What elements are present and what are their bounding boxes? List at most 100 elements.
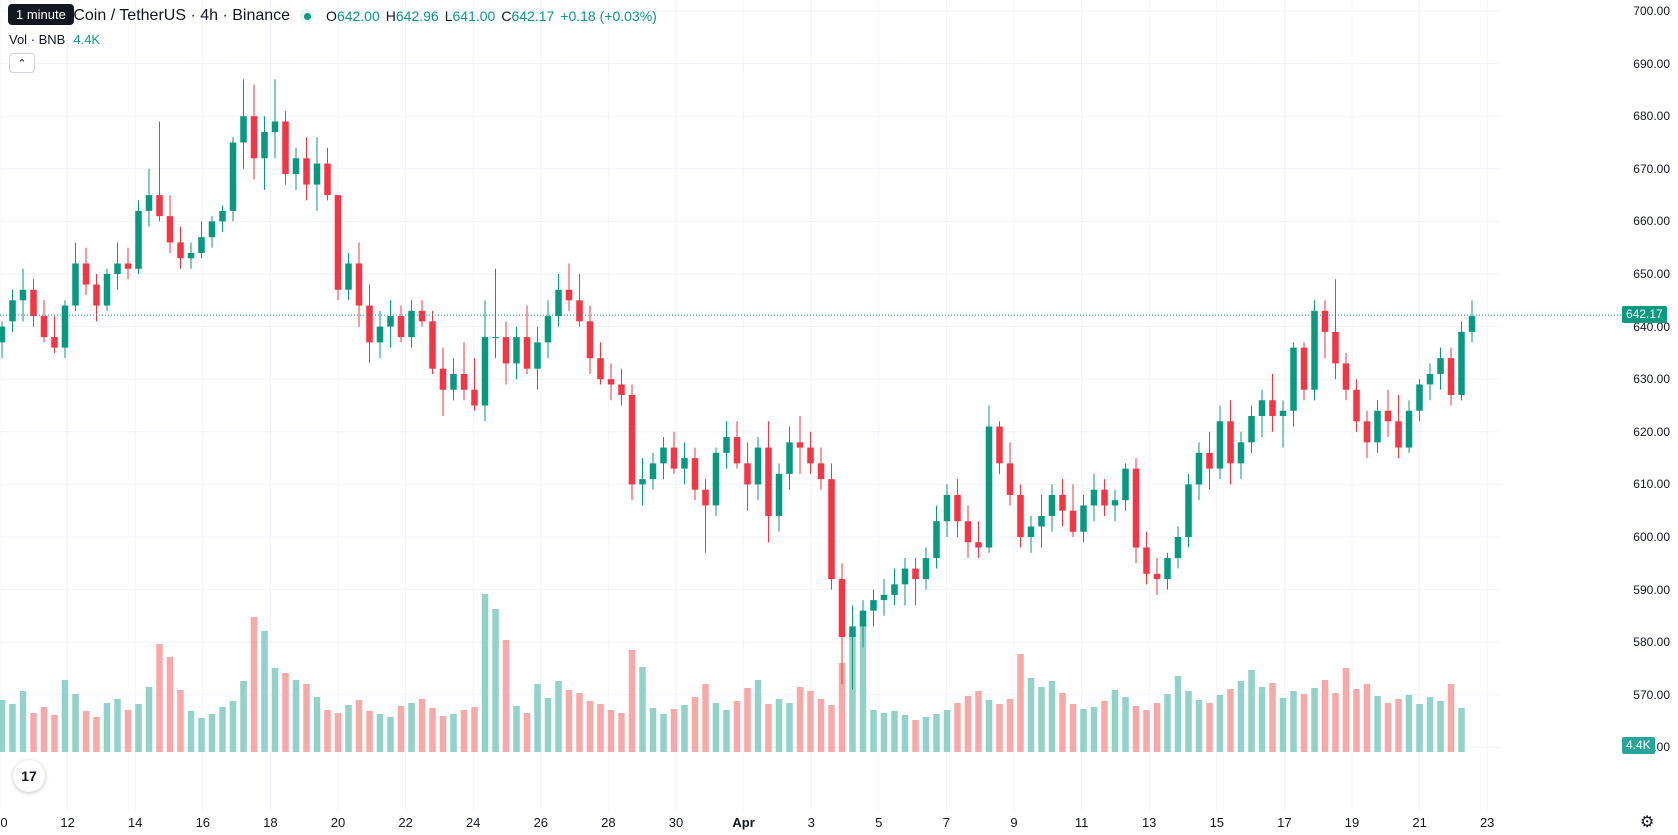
market-status-icon [300,9,315,23]
close-value: 642.17 [511,8,555,24]
tradingview-logo-icon[interactable]: 17 [13,760,45,792]
candle-up [681,458,688,469]
candle-up [1080,505,1087,532]
candle-up [229,142,237,211]
volume-bar [292,680,300,752]
volume-bar [607,710,615,752]
volume-bar [1027,678,1035,752]
volume-bar [1300,694,1308,752]
candle-down [1363,421,1371,443]
volume-bar [1363,684,1371,752]
volume-bar [565,690,573,752]
collapse-legend-button[interactable]: ⌃ [9,53,35,73]
candle-up [786,442,793,474]
volume-bar [166,657,174,752]
candle-down [1069,510,1077,532]
candle-down [366,305,373,343]
time-axis-label: 11 [1074,815,1089,830]
time-axis-label: 5 [875,815,883,830]
volume-label[interactable]: Vol · BNB [9,32,66,47]
candle-down [817,463,825,480]
candle-up [292,158,300,175]
volume-value: 4.4K [73,32,101,47]
candle-up [555,289,562,317]
volume-bar [1447,684,1455,752]
volume-bar [576,693,583,752]
open-value: 642.00 [336,8,380,24]
candle-down [1143,547,1150,574]
volume-bar [1269,683,1276,752]
time-axis-label: 13 [1141,815,1157,830]
volume-bar [723,710,730,752]
time-axis-label: 17 [1277,815,1292,830]
candle-up [313,163,321,185]
price-axis-label: 620.00 [1633,424,1670,439]
volume-bar [408,703,415,752]
candle-down [828,479,835,580]
candle-down [1269,400,1276,417]
last-price-tag: 642.17 [1622,306,1667,324]
candle-up [943,494,951,522]
volume-bar [534,684,541,752]
volume-bar [261,631,268,752]
candle-down [324,163,331,196]
candle-up [1248,416,1255,443]
candle-down [471,389,478,406]
candle-down [1017,494,1024,537]
volume-bar [1122,697,1129,752]
settings-gear-icon[interactable]: ⚙ [1640,814,1655,831]
volume-bar [1164,694,1171,752]
price-axis-label: 580.00 [1633,635,1670,650]
candle-up [1048,494,1056,516]
price-axis-label: 630.00 [1633,372,1670,387]
volume-bar [1111,690,1119,752]
volume-bar [817,699,825,752]
symbol-title[interactable]: e Coin / TetherUS · 4h · Binance [60,7,291,24]
volume-bar [1185,691,1192,752]
volume-bar [376,714,384,752]
time-axis-label: 28 [601,815,616,830]
volume-bar [492,609,499,752]
volume-bar [1395,699,1402,752]
volume-bar [996,704,1003,752]
volume-bar [639,667,646,752]
candle-down [565,289,573,301]
volume-bar [1311,688,1318,752]
candle-up [1468,316,1476,332]
chevron-up-icon: ⌃ [17,57,27,70]
candle-down [460,373,468,390]
volume-layer [0,594,1465,752]
volume-bar [670,709,678,752]
price-axis-label: 600.00 [1633,530,1670,544]
candle-up [513,337,520,364]
candle-down [1300,347,1308,390]
volume-bar [786,703,793,752]
volume-bar [271,668,279,752]
volume-bar [859,623,867,752]
volume-bar [628,650,636,752]
candle-down [691,458,699,490]
volume-bar [922,717,930,752]
volume-bar [1458,708,1465,752]
candle-down [628,394,636,485]
open-key: O [326,8,337,24]
candle-down [670,447,678,469]
volume-bar [943,710,951,752]
volume-bar [838,663,846,752]
volume-bar [61,680,69,752]
candle-down [1206,452,1213,469]
volume-bar [1101,701,1108,752]
candle-down [250,116,258,159]
change-value: +0.18 (+0.03%) [560,8,657,24]
candle-up [1185,484,1192,537]
volume-bar [712,703,720,752]
volume-bar [1006,699,1014,752]
volume-bar [975,691,982,752]
candle-down [40,316,48,338]
volume-bar [796,687,804,752]
time-axis-label: 24 [465,815,481,830]
candle-up [544,316,552,343]
volume-bar [544,698,552,752]
